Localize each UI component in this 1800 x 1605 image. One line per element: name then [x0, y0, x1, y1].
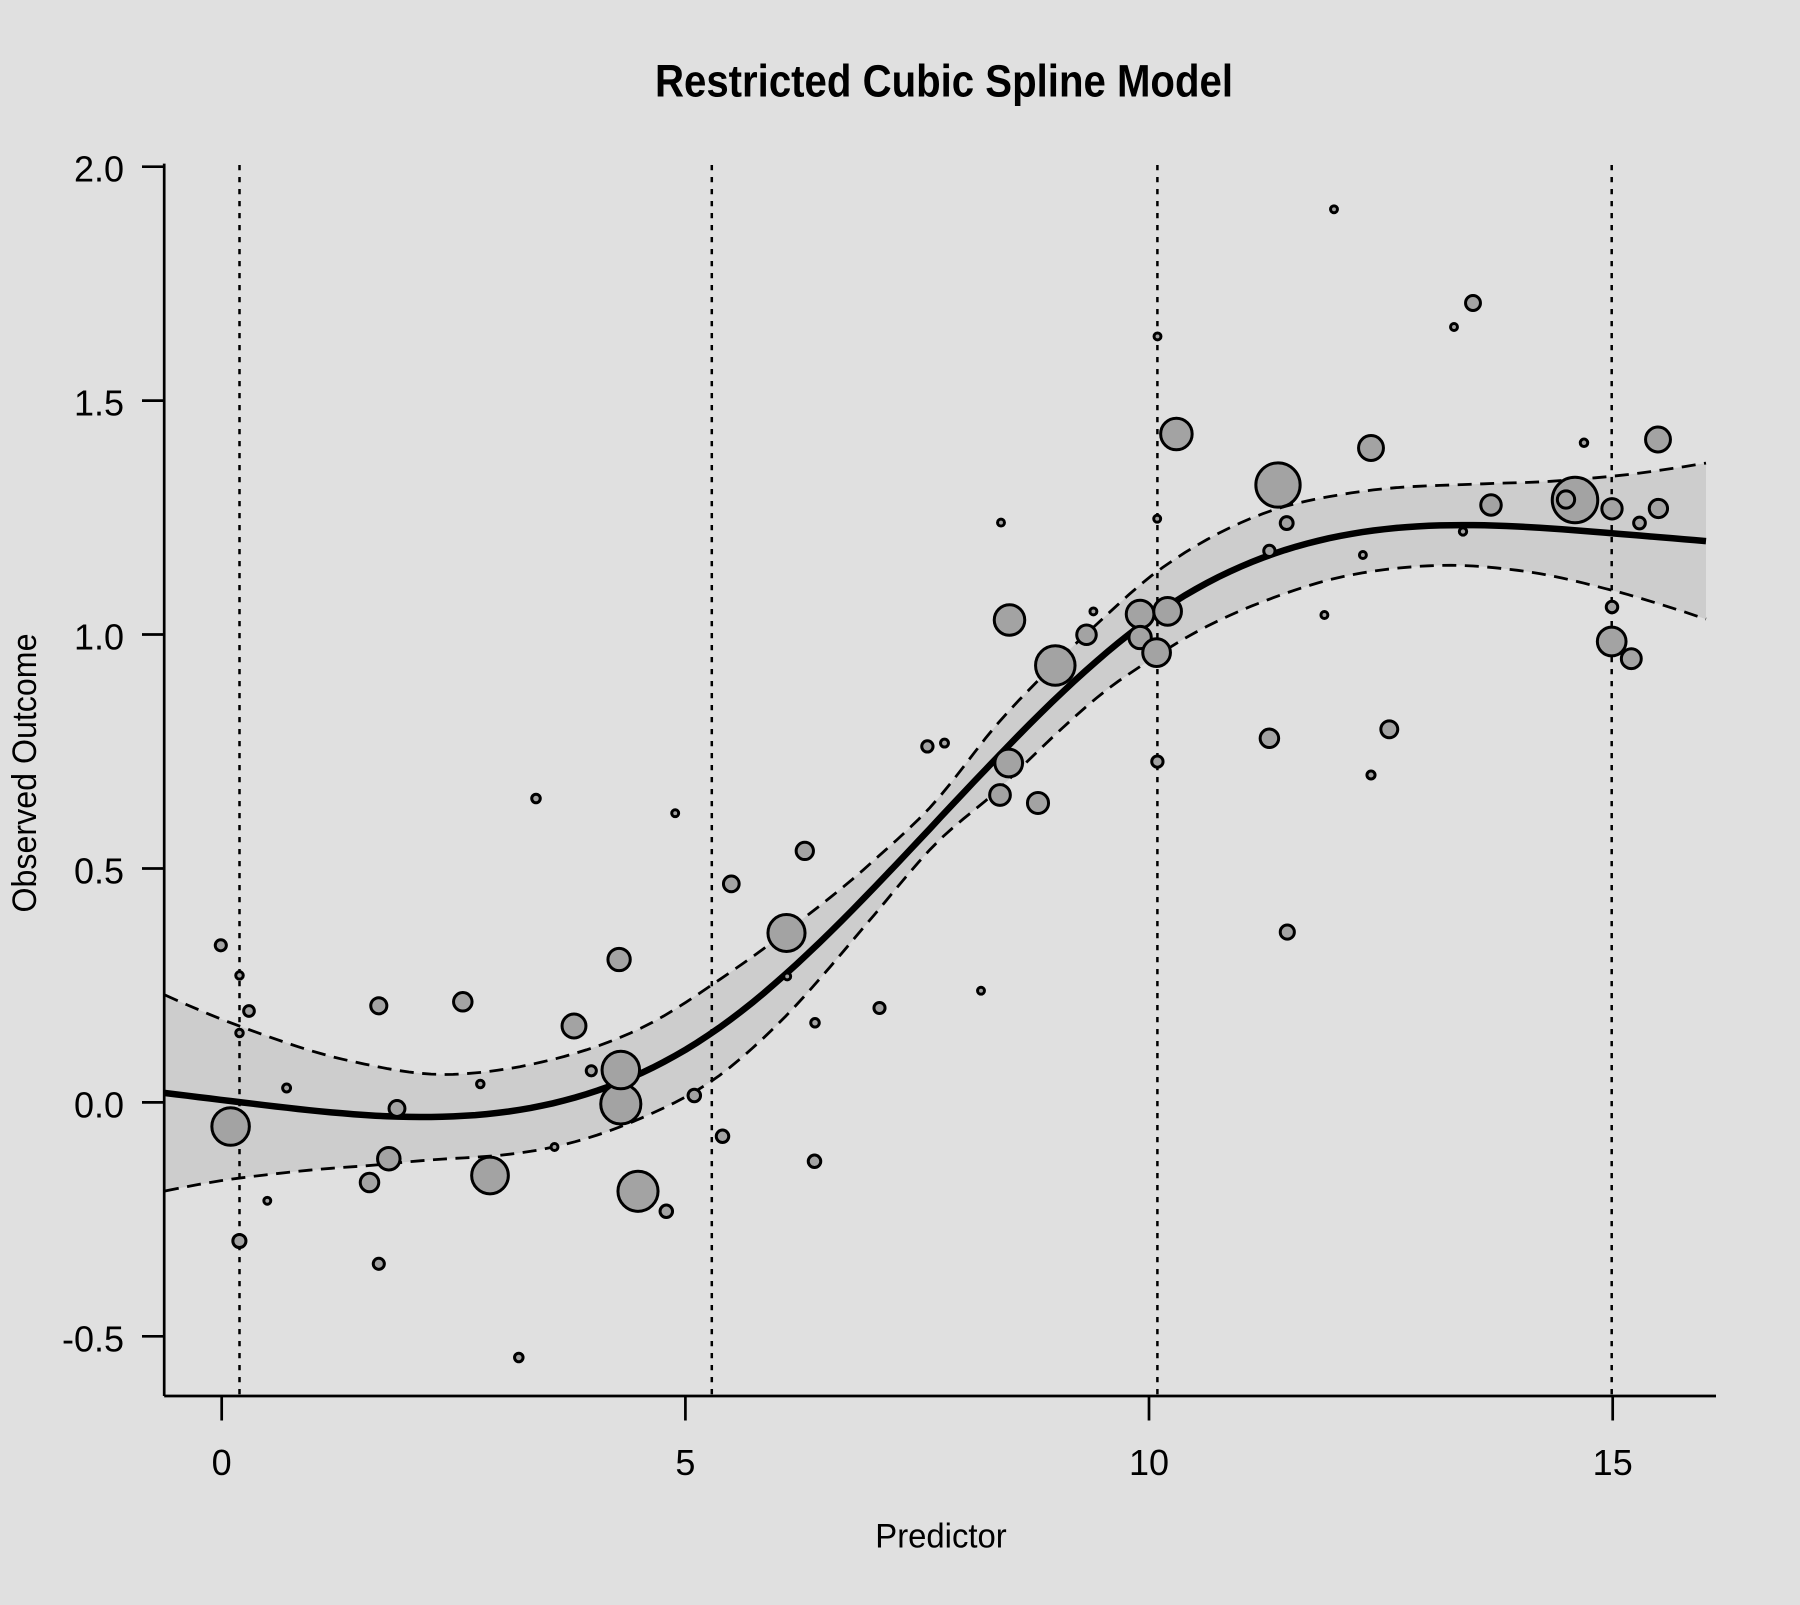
svg-text:Observed Outcome: Observed Outcome	[6, 634, 44, 913]
svg-text:Predictor: Predictor	[875, 1518, 1006, 1556]
svg-text:1.5: 1.5	[74, 383, 124, 424]
svg-text:0.0: 0.0	[74, 1084, 124, 1125]
svg-text:-0.5: -0.5	[62, 1318, 124, 1359]
svg-text:0.5: 0.5	[74, 851, 124, 892]
svg-text:15: 15	[1593, 1442, 1633, 1483]
svg-text:Restricted Cubic Spline Model: Restricted Cubic Spline Model	[655, 55, 1233, 106]
svg-text:1.0: 1.0	[74, 617, 124, 658]
svg-text:10: 10	[1129, 1442, 1169, 1483]
svg-text:2.0: 2.0	[74, 149, 124, 190]
svg-text:0: 0	[212, 1442, 232, 1483]
svg-text:5: 5	[675, 1442, 695, 1483]
